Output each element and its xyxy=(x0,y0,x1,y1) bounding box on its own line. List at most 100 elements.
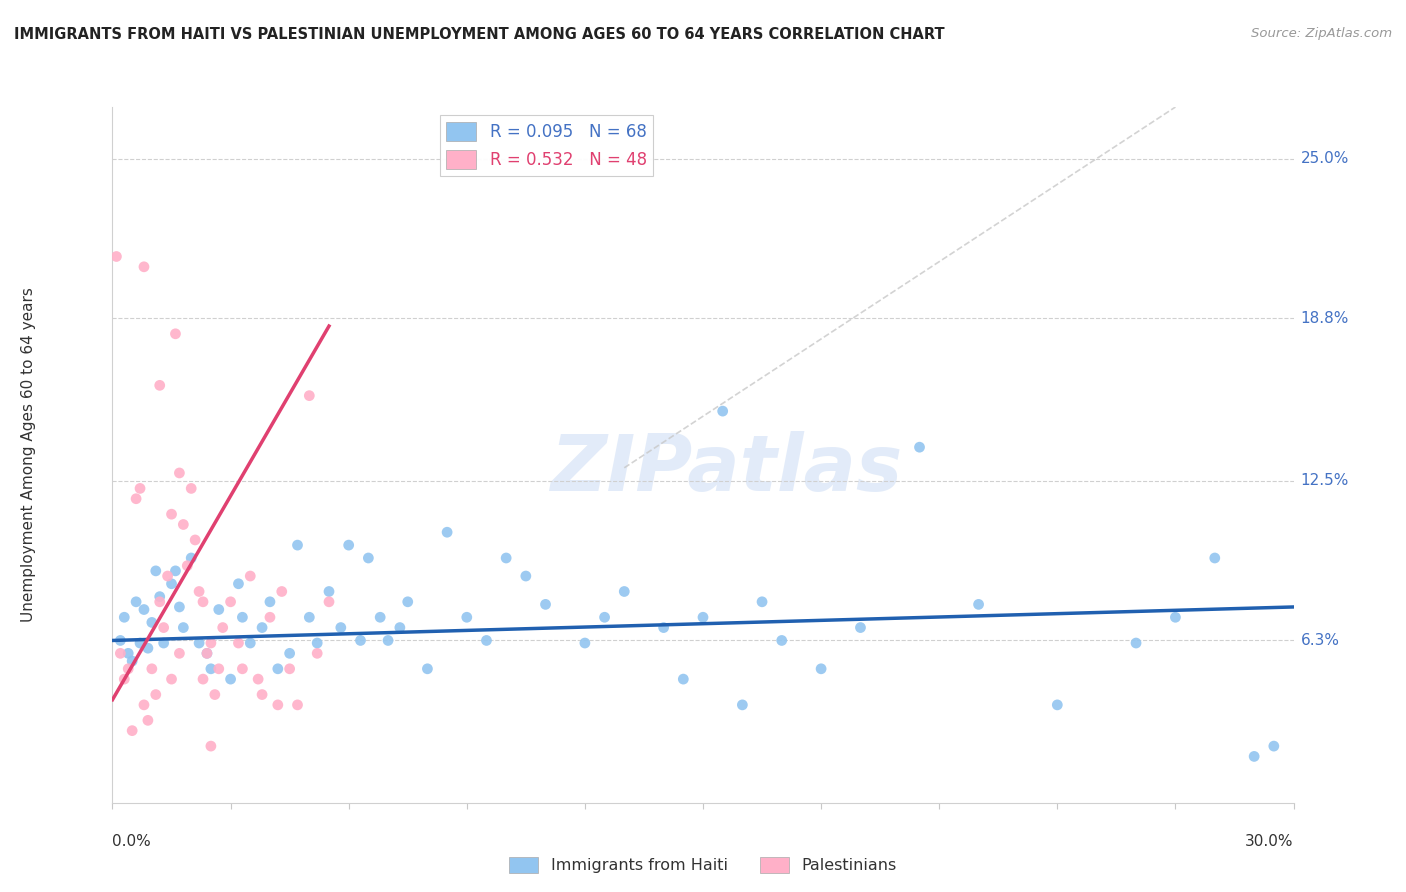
Point xyxy=(908,440,931,454)
Point xyxy=(337,538,360,552)
Point xyxy=(416,662,439,676)
Point xyxy=(132,260,155,274)
Point xyxy=(152,621,174,635)
Point xyxy=(267,662,290,676)
Point xyxy=(172,621,194,635)
Point xyxy=(731,698,754,712)
Point xyxy=(136,714,159,728)
Text: 12.5%: 12.5% xyxy=(1301,473,1348,488)
Point xyxy=(287,698,309,712)
Point xyxy=(259,595,281,609)
Point xyxy=(231,610,253,624)
Point xyxy=(156,569,179,583)
Point xyxy=(129,636,152,650)
Text: 30.0%: 30.0% xyxy=(1246,834,1294,849)
Text: 6.3%: 6.3% xyxy=(1301,633,1340,648)
Point xyxy=(247,672,270,686)
Point xyxy=(751,595,773,609)
Text: 18.8%: 18.8% xyxy=(1301,310,1348,326)
Point xyxy=(191,595,214,609)
Point xyxy=(145,564,167,578)
Point xyxy=(160,576,183,591)
Point xyxy=(117,646,139,660)
Point xyxy=(165,326,187,341)
Point xyxy=(298,389,321,403)
Point xyxy=(652,621,675,635)
Point xyxy=(613,584,636,599)
Legend: R = 0.095   N = 68, R = 0.532   N = 48: R = 0.095 N = 68, R = 0.532 N = 48 xyxy=(440,115,654,176)
Point xyxy=(172,517,194,532)
Point xyxy=(368,610,391,624)
Point xyxy=(145,688,167,702)
Point xyxy=(160,507,183,521)
Point xyxy=(149,378,172,392)
Point xyxy=(672,672,695,686)
Point xyxy=(195,646,218,660)
Point xyxy=(141,662,163,676)
Point xyxy=(307,636,329,650)
Point xyxy=(534,598,557,612)
Point xyxy=(121,723,143,738)
Point xyxy=(267,698,290,712)
Point xyxy=(495,551,517,566)
Point xyxy=(208,662,231,676)
Point xyxy=(1263,739,1285,753)
Point xyxy=(228,576,250,591)
Point xyxy=(184,533,207,547)
Point xyxy=(250,688,273,702)
Point xyxy=(208,602,231,616)
Point xyxy=(228,636,250,650)
Point xyxy=(211,621,233,635)
Point xyxy=(176,558,198,573)
Point xyxy=(278,646,301,660)
Point xyxy=(110,633,132,648)
Point xyxy=(436,525,458,540)
Point xyxy=(152,636,174,650)
Point xyxy=(967,598,990,612)
Point xyxy=(593,610,616,624)
Point xyxy=(711,404,734,418)
Point xyxy=(250,621,273,635)
Point xyxy=(270,584,292,599)
Point xyxy=(1243,749,1265,764)
Point xyxy=(810,662,832,676)
Point xyxy=(200,662,222,676)
Point xyxy=(1164,610,1187,624)
Point xyxy=(219,672,242,686)
Point xyxy=(112,672,135,686)
Point xyxy=(219,595,242,609)
Point xyxy=(377,633,399,648)
Legend: Immigrants from Haiti, Palestinians: Immigrants from Haiti, Palestinians xyxy=(503,850,903,880)
Point xyxy=(125,595,148,609)
Point xyxy=(188,584,211,599)
Point xyxy=(349,633,371,648)
Point xyxy=(200,636,222,650)
Point xyxy=(149,595,172,609)
Point xyxy=(515,569,537,583)
Point xyxy=(191,672,214,686)
Point xyxy=(239,569,262,583)
Point xyxy=(388,621,411,635)
Point xyxy=(231,662,253,676)
Point xyxy=(132,698,155,712)
Point xyxy=(770,633,793,648)
Point xyxy=(110,646,132,660)
Point xyxy=(136,641,159,656)
Text: 0.0%: 0.0% xyxy=(112,834,152,849)
Point xyxy=(129,482,152,496)
Point xyxy=(188,636,211,650)
Point xyxy=(307,646,329,660)
Point xyxy=(287,538,309,552)
Point xyxy=(204,688,226,702)
Point xyxy=(259,610,281,624)
Point xyxy=(329,621,352,635)
Text: IMMIGRANTS FROM HAITI VS PALESTINIAN UNEMPLOYMENT AMONG AGES 60 TO 64 YEARS CORR: IMMIGRANTS FROM HAITI VS PALESTINIAN UNE… xyxy=(14,27,945,42)
Point xyxy=(692,610,714,624)
Point xyxy=(456,610,478,624)
Point xyxy=(169,599,191,614)
Point xyxy=(200,739,222,753)
Point xyxy=(318,595,340,609)
Text: 25.0%: 25.0% xyxy=(1301,151,1348,166)
Point xyxy=(180,482,202,496)
Point xyxy=(125,491,148,506)
